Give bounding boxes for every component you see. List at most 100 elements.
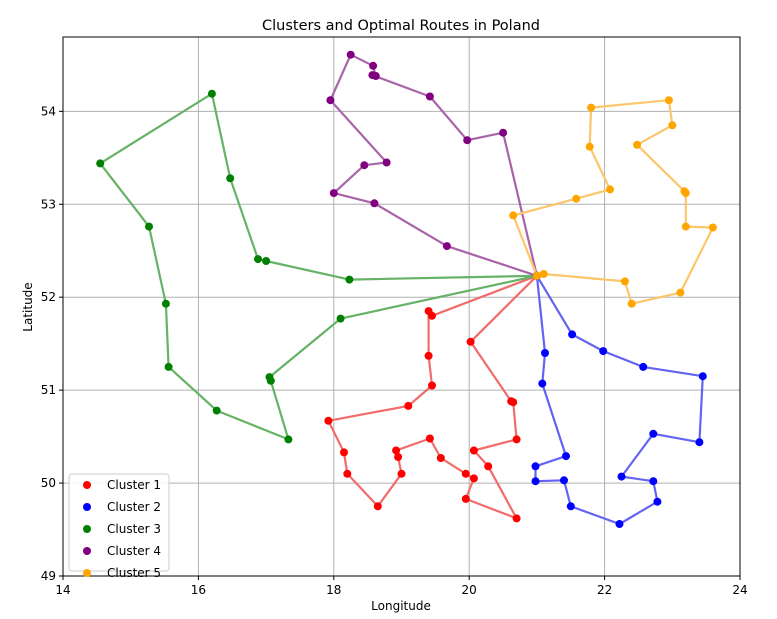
legend-label-cluster-5: Cluster 5: [107, 566, 161, 580]
legend-marker-cluster-4: [83, 547, 91, 555]
point-cluster-5: [633, 140, 642, 149]
point-cluster-1: [324, 416, 333, 425]
point-cluster-5: [587, 103, 596, 112]
point-cluster-1: [469, 446, 478, 455]
point-cluster-4: [326, 96, 335, 105]
point-cluster-3: [96, 159, 105, 168]
legend: Cluster 1 Cluster 2 Cluster 3 Cluster 4 Clus…: [68, 473, 170, 580]
point-cluster-5: [668, 121, 677, 130]
x-axis-label: Longitude: [371, 599, 431, 613]
point-cluster-2: [566, 502, 575, 511]
legend-marker-cluster-1: [83, 481, 91, 489]
point-cluster-3: [262, 257, 271, 265]
point-cluster-1: [484, 462, 493, 471]
point-cluster-2: [649, 477, 658, 486]
point-cluster-1: [394, 453, 403, 461]
point-cluster-3: [212, 406, 221, 415]
point-cluster-4: [499, 128, 508, 137]
point-cluster-1: [507, 397, 516, 406]
point-cluster-2: [695, 438, 704, 447]
point-cluster-2: [560, 476, 568, 485]
legend-label-cluster-2: Cluster 2: [107, 500, 161, 514]
y-tick-label: 54: [41, 104, 56, 118]
point-cluster-4: [463, 136, 472, 145]
point-cluster-4: [360, 161, 369, 170]
point-cluster-2: [617, 472, 626, 481]
point-cluster-3: [207, 89, 216, 98]
x-tick-label: 20: [462, 583, 477, 597]
legend-marker-cluster-2: [83, 503, 91, 511]
legend-marker-cluster-5: [83, 569, 91, 577]
point-cluster-1: [424, 351, 433, 360]
y-tick-label: 53: [41, 197, 56, 211]
point-cluster-4: [370, 199, 379, 208]
point-cluster-1: [436, 454, 445, 462]
point-cluster-2: [538, 379, 547, 388]
point-cluster-1: [424, 307, 433, 316]
point-cluster-5: [681, 222, 690, 231]
point-cluster-2: [639, 362, 648, 371]
legend-label-cluster-4: Cluster 4: [107, 544, 161, 558]
point-cluster-3: [161, 299, 170, 308]
point-cluster-2: [562, 452, 570, 461]
y-axis-label: Latitude: [21, 282, 35, 331]
point-cluster-5: [606, 185, 614, 194]
chart-title: Clusters and Optimal Routes in Poland: [262, 18, 540, 34]
y-tick-label: 50: [41, 476, 56, 490]
legend-marker-cluster-3: [83, 525, 91, 533]
point-cluster-1: [343, 469, 352, 478]
point-cluster-2: [615, 520, 624, 528]
point-cluster-5: [585, 142, 594, 151]
point-cluster-2: [568, 330, 577, 339]
point-cluster-1: [466, 337, 475, 346]
point-cluster-4: [442, 242, 451, 251]
x-tick-label: 14: [55, 583, 70, 597]
point-cluster-5: [676, 288, 685, 297]
point-cluster-4: [425, 92, 434, 101]
x-tick-label: 22: [597, 583, 612, 597]
point-cluster-4: [329, 189, 338, 198]
point-cluster-1: [469, 474, 478, 483]
point-cluster-5: [680, 187, 689, 196]
point-cluster-2: [653, 497, 662, 506]
data-points: [96, 50, 717, 528]
point-cluster-4: [382, 158, 391, 167]
point-cluster-2: [531, 477, 540, 486]
point-cluster-3: [284, 435, 293, 444]
point-cluster-5: [539, 270, 548, 278]
x-tick-label: 18: [326, 583, 341, 597]
point-cluster-3: [336, 314, 345, 323]
y-tick-label: 51: [41, 383, 56, 397]
point-cluster-1: [404, 401, 413, 410]
point-cluster-5: [664, 96, 673, 105]
point-cluster-2: [599, 347, 608, 356]
point-cluster-1: [392, 446, 401, 455]
point-cluster-1: [512, 514, 521, 523]
point-cluster-3: [145, 222, 153, 231]
point-cluster-2: [541, 349, 549, 357]
x-tick-label: 16: [191, 583, 206, 597]
point-cluster-1: [397, 469, 406, 478]
point-cluster-5: [708, 223, 717, 232]
point-cluster-5: [620, 277, 629, 286]
point-cluster-1: [461, 494, 470, 503]
point-cluster-1: [428, 381, 436, 390]
legend-box: [68, 473, 170, 572]
point-cluster-2: [649, 429, 658, 438]
point-cluster-2: [698, 372, 707, 381]
legend-label-cluster-1: Cluster 1: [107, 478, 161, 492]
route-line-cluster-1: [327, 274, 538, 520]
point-cluster-1: [512, 435, 521, 444]
point-cluster-3: [226, 174, 235, 183]
point-cluster-1: [340, 448, 348, 457]
point-cluster-5: [532, 271, 541, 280]
point-cluster-3: [345, 275, 354, 284]
point-cluster-5: [572, 194, 581, 203]
point-cluster-3: [164, 362, 173, 371]
point-cluster-5: [627, 299, 636, 308]
axis-ticks: 14 16 18 20 22 24 49 50 51 52 53 54: [41, 104, 748, 597]
y-tick-label: 52: [41, 290, 56, 304]
grid-lines: [62, 37, 741, 577]
point-cluster-1: [373, 502, 382, 511]
